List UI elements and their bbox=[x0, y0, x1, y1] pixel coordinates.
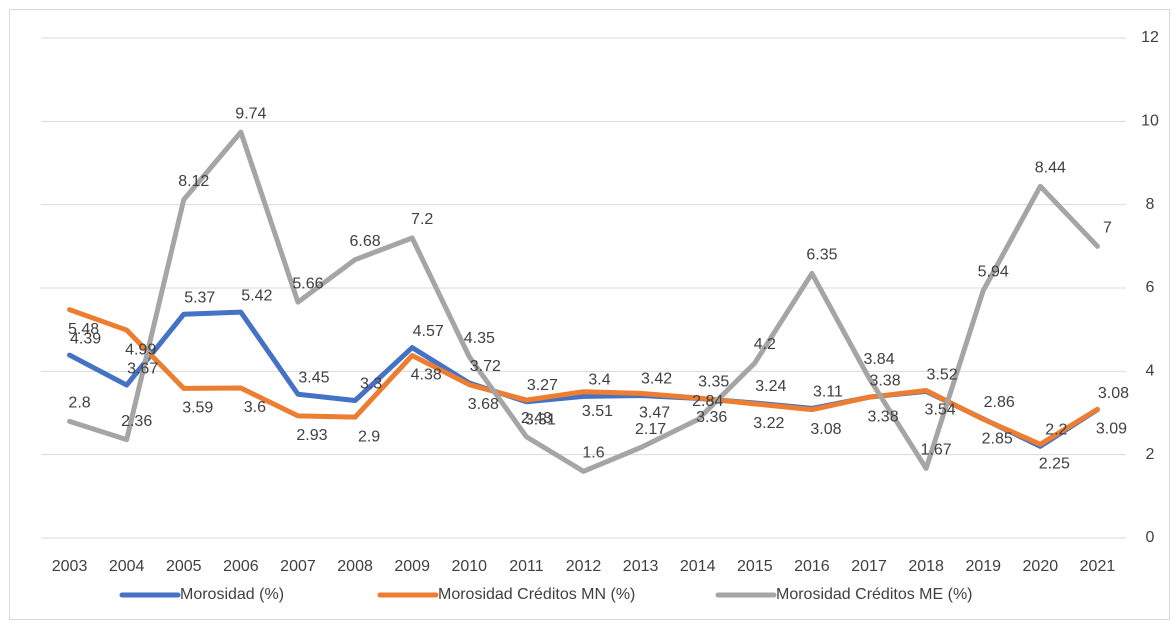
x-tick-label: 2011 bbox=[509, 558, 544, 575]
data-label: 3.51 bbox=[582, 403, 613, 420]
data-label: 3.31 bbox=[525, 411, 556, 428]
data-label: 2.84 bbox=[692, 393, 723, 410]
x-tick-label: 2010 bbox=[451, 558, 487, 575]
x-tick-label: 2005 bbox=[166, 558, 202, 575]
data-label: 2.93 bbox=[296, 427, 327, 444]
x-tick-label: 2017 bbox=[851, 558, 887, 575]
data-label: 3.08 bbox=[1098, 385, 1129, 402]
x-tick-label: 2021 bbox=[1080, 558, 1116, 575]
data-label: 2.43 bbox=[521, 410, 552, 427]
series-line bbox=[67, 129, 1100, 474]
data-label: 3.45 bbox=[298, 369, 329, 386]
data-label: 3.4 bbox=[588, 372, 610, 389]
y-tick-label: 4 bbox=[1146, 363, 1155, 380]
x-tick-label: 2015 bbox=[737, 558, 773, 575]
data-label: 3.22 bbox=[753, 415, 784, 432]
series-line bbox=[67, 307, 1100, 447]
x-tick-label: 2008 bbox=[337, 558, 373, 575]
data-label: 2.17 bbox=[635, 421, 666, 438]
data-label: 3.3 bbox=[360, 376, 382, 393]
y-tick-label: 10 bbox=[1141, 113, 1159, 130]
x-tick-label: 2003 bbox=[52, 558, 88, 575]
data-label: 5.37 bbox=[184, 289, 215, 306]
data-label: 3.68 bbox=[468, 396, 499, 413]
x-tick-label: 2004 bbox=[109, 558, 145, 575]
data-label: 3.27 bbox=[527, 377, 558, 394]
data-label: 3.38 bbox=[869, 372, 900, 389]
data-label: 3.11 bbox=[813, 384, 843, 401]
data-label: 1.6 bbox=[582, 445, 604, 462]
data-label: 3.52 bbox=[927, 367, 958, 384]
data-label: 4.38 bbox=[411, 367, 442, 384]
data-label: 2.86 bbox=[984, 394, 1015, 411]
data-label: 3.47 bbox=[639, 405, 670, 422]
data-label: 4.39 bbox=[70, 330, 101, 347]
data-label: 2.9 bbox=[358, 428, 380, 445]
data-label: 7.2 bbox=[411, 211, 433, 228]
data-label: 3.67 bbox=[127, 360, 158, 377]
data-label: 3.08 bbox=[810, 421, 841, 438]
data-label: 6.35 bbox=[806, 247, 837, 264]
data-label: 5.48 bbox=[68, 321, 99, 338]
data-label: 8.12 bbox=[178, 173, 209, 190]
y-tick-label: 12 bbox=[1141, 29, 1159, 46]
data-label: 3.59 bbox=[182, 400, 213, 417]
y-tick-label: 8 bbox=[1146, 196, 1155, 213]
y-tick-label: 2 bbox=[1146, 446, 1155, 463]
data-label: 3.42 bbox=[641, 371, 672, 388]
x-tick-label: 2018 bbox=[908, 558, 944, 575]
data-label: 3.24 bbox=[755, 378, 786, 395]
x-tick-label: 2020 bbox=[1023, 558, 1059, 575]
data-label: 3.09 bbox=[1096, 420, 1127, 437]
data-label: 3.6 bbox=[244, 399, 266, 416]
data-label: 1.67 bbox=[921, 442, 952, 459]
data-label: 2.8 bbox=[68, 395, 90, 412]
x-tick-label: 2007 bbox=[280, 558, 316, 575]
data-label: 7 bbox=[1103, 220, 1112, 237]
x-tick-label: 2014 bbox=[680, 558, 716, 575]
x-tick-label: 2009 bbox=[394, 558, 430, 575]
x-tick-label: 2013 bbox=[623, 558, 659, 575]
data-label: 4.2 bbox=[754, 336, 776, 353]
data-label: 3.84 bbox=[863, 351, 894, 368]
data-label: 4.57 bbox=[413, 323, 444, 340]
data-label: 3.36 bbox=[696, 409, 727, 426]
data-label: 8.44 bbox=[1035, 160, 1066, 177]
x-tick-label: 2006 bbox=[223, 558, 259, 575]
data-label: 6.68 bbox=[350, 233, 381, 250]
data-label: 4.35 bbox=[464, 330, 495, 347]
legend-label: Morosidad (%) bbox=[180, 586, 284, 603]
data-label: 9.74 bbox=[235, 105, 266, 122]
data-label: 2.2 bbox=[1045, 422, 1067, 439]
data-label: 3.35 bbox=[698, 374, 729, 391]
data-label: 5.94 bbox=[978, 264, 1009, 281]
data-label: 3.54 bbox=[925, 402, 956, 419]
data-label: 2.25 bbox=[1039, 455, 1070, 472]
data-label: 3.72 bbox=[470, 358, 501, 375]
data-label: 5.42 bbox=[241, 287, 272, 304]
x-tick-label: 2012 bbox=[566, 558, 602, 575]
y-tick-label: 0 bbox=[1146, 529, 1155, 546]
x-tick-label: 2019 bbox=[965, 558, 1001, 575]
x-tick-label: 2016 bbox=[794, 558, 830, 575]
data-label: 5.66 bbox=[292, 275, 323, 292]
legend-label: Morosidad Créditos MN (%) bbox=[438, 586, 635, 603]
data-label: 4.99 bbox=[125, 341, 156, 358]
data-label: 2.85 bbox=[982, 430, 1013, 447]
data-label: 3.38 bbox=[867, 408, 898, 425]
y-tick-label: 6 bbox=[1146, 279, 1155, 296]
data-label: 2.36 bbox=[121, 413, 152, 430]
legend-label: Morosidad Créditos ME (%) bbox=[776, 586, 973, 603]
